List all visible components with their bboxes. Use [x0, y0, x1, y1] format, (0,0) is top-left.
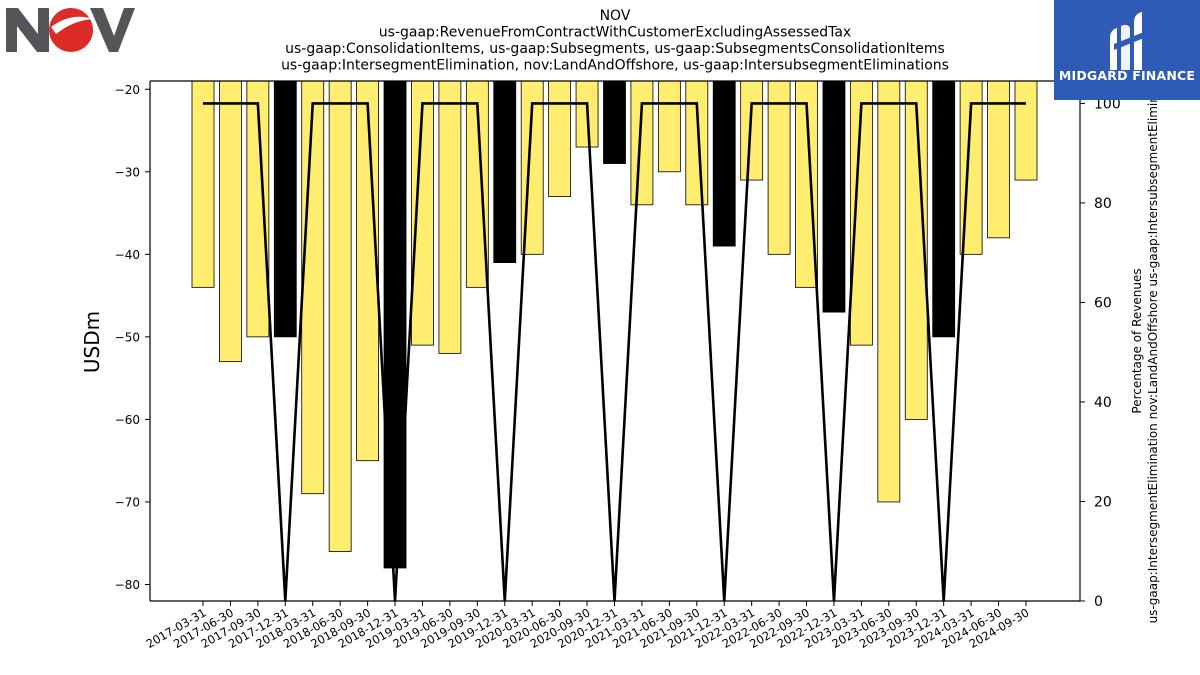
y-tick-label: −80 — [115, 578, 140, 592]
y2-tick-label: 20 — [1094, 494, 1112, 510]
bar — [191, 80, 215, 288]
y2-axis-ticks: 0 20 40 60 80 100 — [1080, 96, 1121, 610]
bar — [712, 80, 736, 247]
bar — [767, 80, 791, 255]
bar — [877, 80, 901, 503]
y-tick-label: −60 — [115, 413, 140, 427]
axes — [149, 80, 1081, 602]
y-tick-label: −30 — [115, 165, 140, 179]
bar — [1014, 80, 1038, 181]
bar — [740, 80, 764, 181]
bar — [548, 80, 572, 197]
bar — [301, 80, 325, 495]
y2-tick-label: 100 — [1094, 96, 1121, 112]
bar — [356, 80, 380, 462]
y-tick-label: −40 — [115, 248, 140, 262]
bar — [630, 80, 654, 206]
bar — [328, 80, 352, 552]
y2-label-line: Percentage of Revenues — [1130, 268, 1144, 413]
x-axis-ticks: 2017-03-312017-06-302017-09-302017-12-31… — [144, 601, 1031, 651]
nov-logo — [6, 8, 135, 52]
chart-title: NOVus-gaap:RevenueFromContractWithCustom… — [281, 8, 949, 74]
y2-tick-label: 40 — [1094, 395, 1112, 411]
bar — [657, 80, 681, 173]
logo-letter-v — [90, 8, 135, 52]
title-line: us-gaap:RevenueFromContractWithCustomerE… — [379, 25, 851, 41]
y-tick-label: −70 — [115, 495, 140, 509]
bar — [273, 80, 297, 338]
y-tick-label: −20 — [115, 83, 140, 97]
y-axis-label: USDm — [80, 311, 104, 373]
percentage-series-line — [203, 102, 1026, 602]
logo-letter-n — [6, 8, 49, 52]
y2-tick-label: 80 — [1094, 196, 1112, 212]
y2-label-line: us-gaap:IntersegmentElimination nov:Land… — [1146, 59, 1160, 624]
logo-swoosh — [51, 16, 93, 34]
title-line: NOV — [600, 8, 631, 24]
bar — [219, 80, 242, 363]
y-tick-label: −50 — [115, 330, 140, 344]
bars — [191, 80, 1038, 569]
y2-axis-label: Percentage of Revenues us-gaap:Intersegme… — [1130, 59, 1160, 624]
bar — [603, 80, 626, 164]
brand-name: MIDGARD FINANCE — [1058, 68, 1196, 83]
percentage-line — [203, 102, 1026, 602]
bar — [685, 80, 709, 206]
y-axis-ticks: −20 −30 −40 −50 −60 −70 −80 — [115, 83, 150, 592]
bar — [383, 80, 407, 569]
bar — [438, 80, 462, 354]
brand-box: MIDGARD FINANCE — [1054, 0, 1200, 100]
bar — [822, 80, 846, 313]
brand-mark-icon — [1110, 12, 1144, 70]
bar — [932, 80, 956, 338]
title-line: us-gaap:IntersegmentElimination, nov:Lan… — [281, 58, 949, 74]
y2-tick-label: 60 — [1094, 295, 1112, 311]
y2-tick-label: 0 — [1094, 594, 1103, 610]
title-line: us-gaap:ConsolidationItems, us-gaap:Subs… — [285, 41, 945, 57]
bar — [493, 80, 517, 263]
